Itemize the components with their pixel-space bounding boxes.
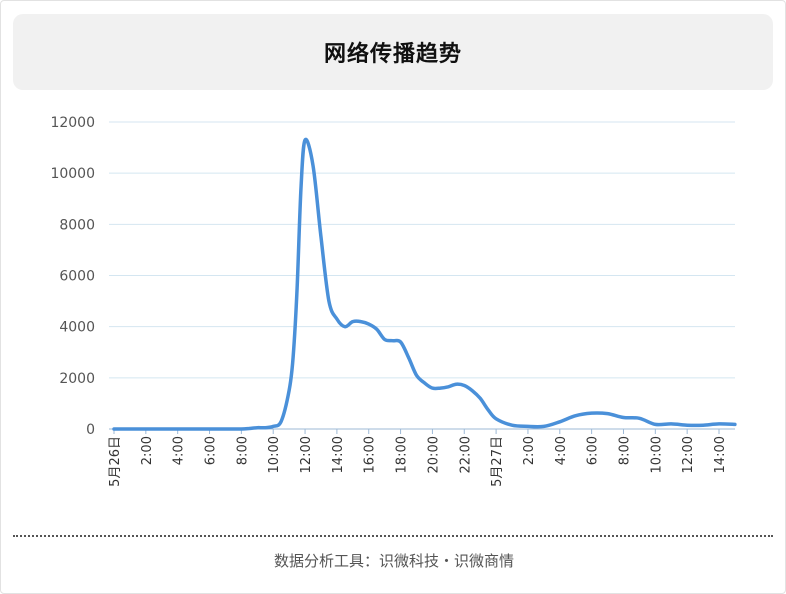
x-tick-label: 8:00	[617, 436, 632, 465]
page-title: 网络传播趋势	[323, 42, 462, 67]
x-tick-label: 14:00	[331, 436, 346, 473]
line-chart: 0 2000 4000 6000 8000 10000 12000 5月26日 2:00 4:00…	[1, 101, 786, 521]
x-tick-label: 18:00	[395, 436, 410, 473]
x-tick-label: 6:00	[204, 436, 219, 465]
y-tick-label: 8000	[59, 217, 95, 233]
x-tick-label: 5月26日	[108, 436, 123, 487]
x-tick-label: 12:00	[299, 436, 314, 473]
line-chart-svg: 0 2000 4000 6000 8000 10000 12000 5月26日 2:00 4:00…	[50, 115, 737, 487]
y-tick-label: 4000	[59, 320, 95, 336]
x-tick-label: 20:00	[426, 436, 441, 473]
x-tick-label: 2:00	[140, 436, 155, 465]
title-bar: 网络传播趋势	[13, 14, 773, 90]
x-tick-label: 4:00	[554, 436, 569, 465]
x-tick-label: 14:00	[713, 436, 728, 473]
x-tick-label: 10:00	[267, 436, 282, 473]
x-tick-label: 6:00	[586, 436, 601, 465]
x-tick-label: 5月27日	[490, 436, 505, 487]
series-line	[112, 137, 737, 431]
x-tick-label: 4:00	[172, 436, 187, 465]
x-tick-label: 10:00	[649, 436, 664, 473]
y-tick-label: 6000	[59, 269, 95, 285]
x-tick-label: 8:00	[235, 436, 250, 465]
y-tick-label: 2000	[59, 371, 95, 387]
x-tick-label: 12:00	[681, 436, 696, 473]
y-tick-label: 0	[86, 422, 95, 438]
y-tick-label: 12000	[50, 115, 95, 131]
y-tick-label: 10000	[50, 166, 95, 182]
footer-divider	[13, 535, 773, 537]
x-tick-label: 16:00	[363, 436, 378, 473]
x-tick-label: 22:00	[458, 436, 473, 473]
footer-credit: 数据分析工具：识微科技・识微商情	[273, 552, 514, 570]
x-tick-label: 2:00	[522, 436, 537, 465]
